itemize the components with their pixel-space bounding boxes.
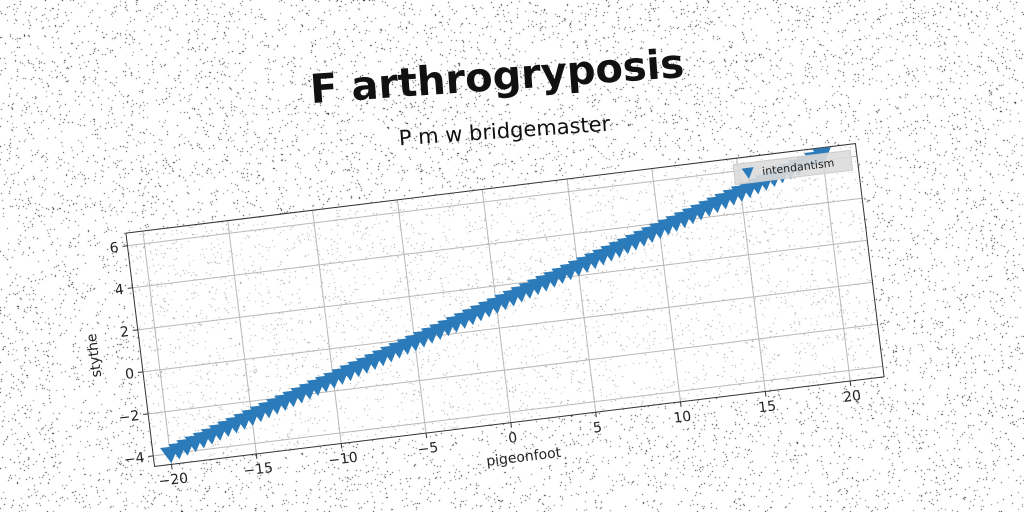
x-tick-label: 20 [842,388,862,406]
x-tick-label: −10 [327,450,358,469]
x-tick [679,401,682,407]
plot-area: −20−15−10−505101520−4−20246pigeonfootsty… [84,143,885,490]
y-tick-label: 6 [109,240,120,257]
x-tick [255,453,258,459]
y-tick-label: −4 [123,450,146,468]
x-tick-label: 0 [507,430,518,447]
axes-frame [125,143,885,467]
x-tick-label: 15 [757,398,777,416]
x-tick [595,412,597,418]
x-tick [340,443,343,449]
y-tick-label: 2 [119,324,130,341]
x-grid-line [566,178,597,413]
y-grid-line [132,197,863,289]
x-axis-label: pigeonfoot [485,445,562,470]
x-tick [425,433,428,439]
x-grid-line [651,168,681,402]
y-tick [127,287,133,289]
x-tick-label: −15 [243,460,274,479]
y-tick [148,455,154,458]
x-tick [510,422,512,428]
x-grid-line [142,231,173,465]
y-axis-label: stythe [84,333,105,379]
x-tick-label: 5 [592,420,603,437]
y-grid-line [137,239,868,331]
x-tick-label: −20 [158,470,189,489]
x-tick [171,464,173,470]
legend-box [732,149,854,186]
x-tick-label: 10 [673,409,693,427]
y-tick-label: 0 [124,366,135,383]
x-grid-line [312,210,342,444]
chart-subtitle: P m w bridgemaster [398,112,611,151]
x-grid-line [396,199,427,434]
y-tick-label: −2 [118,408,140,426]
y-tick [122,245,128,247]
x-grid-line [821,147,851,382]
x-tick-label: −5 [417,440,439,458]
legend-marker [741,167,754,179]
x-tick [764,391,767,397]
y-tick [137,371,144,373]
y-grid-line [153,365,883,457]
y-grid-line [142,281,873,373]
y-tick [143,413,149,415]
y-tick-label: 4 [114,282,125,299]
chart-title: F arthrogryposis [309,41,686,113]
x-tick [849,380,852,387]
y-tick [132,329,138,331]
